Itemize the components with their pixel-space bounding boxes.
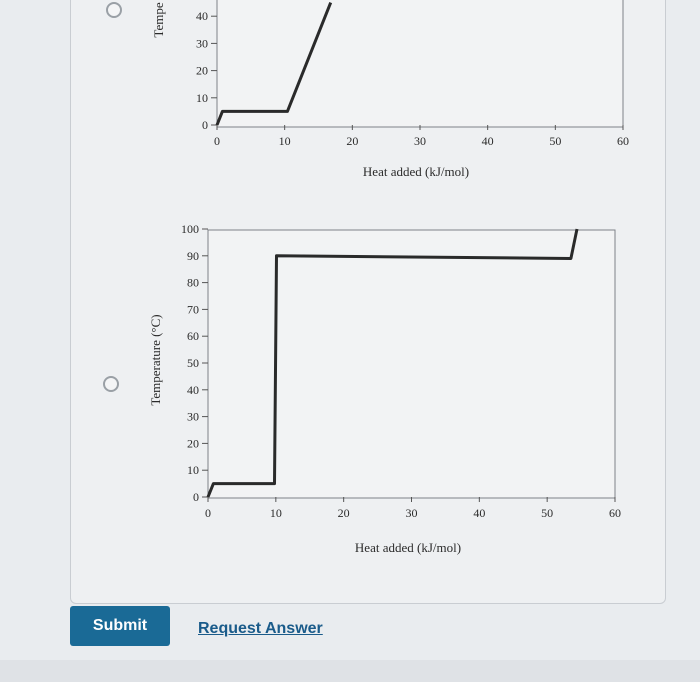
y-tick-label: 30 xyxy=(187,410,199,424)
x-tick-label: 40 xyxy=(473,506,485,520)
y-axis-label-bottom: Temperature (°C) xyxy=(148,314,163,405)
plot-area-bottom xyxy=(207,229,616,499)
y-tick-label: 40 xyxy=(196,9,208,23)
x-tick-label: 50 xyxy=(549,134,561,148)
x-tick-label: 50 xyxy=(541,506,553,520)
y-tick-label: 20 xyxy=(187,436,199,450)
x-tick-label: 20 xyxy=(338,506,350,520)
request-answer-link[interactable]: Request Answer xyxy=(198,620,323,637)
y-tick-label: 0 xyxy=(202,118,208,132)
y-tick-label: 30 xyxy=(196,36,208,50)
y-tick-label: 90 xyxy=(187,249,199,263)
y-tick-label: 40 xyxy=(187,383,199,397)
x-tick-label: 60 xyxy=(609,506,621,520)
y-tick-label: 50 xyxy=(187,356,199,370)
y-tick-label: 70 xyxy=(187,302,199,316)
answer-option-radio-top[interactable] xyxy=(106,2,122,18)
x-tick-label: 0 xyxy=(205,506,211,520)
y-tick-label: 100 xyxy=(181,222,199,236)
plot-area-top xyxy=(216,0,624,128)
y-axis-label-top: Tempe xyxy=(151,2,166,37)
x-tick-label: 10 xyxy=(279,134,291,148)
x-tick-label: 60 xyxy=(617,134,629,148)
x-tick-label: 10 xyxy=(270,506,282,520)
x-tick-label: 30 xyxy=(414,134,426,148)
page-footer-band xyxy=(0,660,700,682)
x-tick-label: 0 xyxy=(214,134,220,148)
x-tick-label: 30 xyxy=(406,506,418,520)
x-tick-label: 40 xyxy=(482,134,494,148)
submit-button[interactable]: Submit xyxy=(70,606,170,646)
x-tick-label: 20 xyxy=(346,134,358,148)
y-tick-label: 60 xyxy=(187,329,199,343)
y-tick-label: 0 xyxy=(193,490,199,504)
y-tick-label: 10 xyxy=(196,91,208,105)
x-axis-label-bottom: Heat added (kJ/mol) xyxy=(355,540,461,555)
top-chart: Tempe Heat added (kJ/mol) 0 10 20 30 40 50 60 0… xyxy=(151,0,629,179)
y-tick-label: 20 xyxy=(196,64,208,78)
bottom-chart: Temperature (°C) Heat added (kJ/mol) 0 10… xyxy=(148,222,621,555)
answer-option-radio-bottom[interactable] xyxy=(103,376,119,392)
series-line-top xyxy=(215,2,333,126)
series-line-bottom xyxy=(206,228,579,498)
y-tick-label: 10 xyxy=(187,463,199,477)
x-axis-label-top: Heat added (kJ/mol) xyxy=(363,164,469,179)
y-tick-label: 80 xyxy=(187,276,199,290)
